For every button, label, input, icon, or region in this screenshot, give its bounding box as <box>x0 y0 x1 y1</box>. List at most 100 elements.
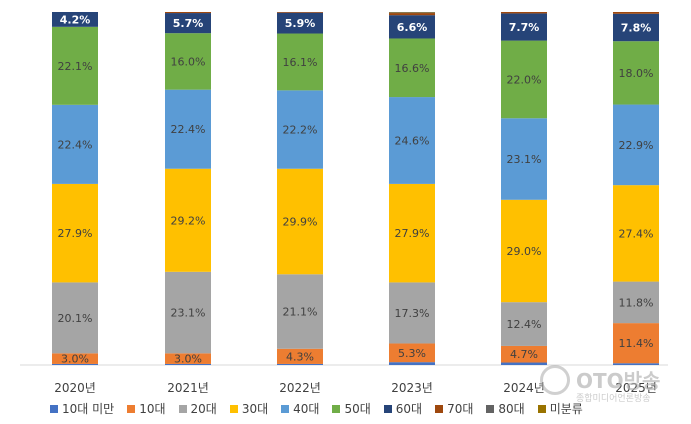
bar-segment <box>613 363 659 365</box>
legend-swatch <box>332 404 341 413</box>
data-label: 3.0% <box>174 353 202 366</box>
legend-label: 60대 <box>395 402 423 416</box>
legend-item: 10대 미만 <box>50 400 114 417</box>
data-label: 6.6% <box>397 21 428 34</box>
bar-segment <box>389 362 435 365</box>
bar-segment <box>52 104 98 184</box>
watermark-logo-text: OTO방송 <box>576 369 661 393</box>
bars-group: 3.0% 20.1% 27.9% 22.4% 22.1% 4.2% 3.0% 23.1% 29.… <box>52 12 659 366</box>
bar-segment <box>52 353 98 364</box>
data-label: 20.1% <box>58 312 93 325</box>
legend-swatch <box>281 404 290 413</box>
bar-segment <box>277 363 323 365</box>
legend-swatch <box>50 404 58 413</box>
bar-segment <box>613 12 659 14</box>
data-label: 27.4% <box>619 227 654 240</box>
bar-segment <box>52 183 98 283</box>
data-label: 27.9% <box>395 227 430 240</box>
legend-swatch <box>178 404 187 413</box>
legend-label: 50대 <box>344 402 371 416</box>
data-label: 23.1% <box>507 153 542 166</box>
data-label: 11.8% <box>619 296 654 309</box>
x-tick-label: 2021년 <box>167 381 209 395</box>
bar-segment <box>52 12 98 27</box>
x-tick-label: 2023년 <box>391 381 433 395</box>
legend-item: 80대 <box>486 400 525 417</box>
legend-label: 30대 <box>241 402 269 416</box>
legend-label: 미분류 <box>549 402 583 416</box>
legend-item: 50대 <box>332 400 371 417</box>
bar-segment <box>389 12 435 14</box>
data-label: 23.1% <box>171 307 206 320</box>
data-label: 7.8% <box>621 21 652 34</box>
data-label: 12.4% <box>507 318 542 331</box>
legend-label: 10대 <box>139 402 166 416</box>
logo-circle-icon <box>540 365 570 395</box>
bar-segment <box>277 12 323 13</box>
data-label: 16.0% <box>171 55 206 68</box>
data-label: 5.3% <box>398 347 426 360</box>
watermark-logo: OTO방송 종합미디어언론방송 <box>540 362 685 412</box>
legend-item: 70대 <box>435 400 473 417</box>
bar-segment <box>165 89 211 169</box>
legend-label: 40대 <box>293 402 320 416</box>
bar-segment <box>277 348 323 364</box>
bar-segment <box>389 282 435 344</box>
bar-segment <box>613 185 659 282</box>
bar-segment <box>389 97 435 184</box>
data-label: 3.0% <box>61 353 89 366</box>
x-tick-label: 2020년 <box>54 381 96 395</box>
bar-segment <box>613 104 659 186</box>
data-label: 22.1% <box>58 60 93 73</box>
bar-segment <box>501 40 547 119</box>
bar-segment <box>501 12 547 14</box>
bar-segment <box>52 363 98 365</box>
legend-item: 20대 <box>178 400 217 417</box>
legend-swatch <box>127 404 136 413</box>
legend: 10대 미만 10대 20대 30대 40대 50대 60대 70대 80대 미분류 <box>50 400 583 417</box>
data-label: 4.2% <box>60 13 91 26</box>
legend-label: 20대 <box>190 402 217 416</box>
data-label: 7.7% <box>509 21 540 34</box>
bar-segment <box>165 353 211 364</box>
legend-swatch <box>383 404 392 413</box>
bar-segment <box>52 282 98 354</box>
bar-segment <box>613 13 659 42</box>
data-label: 4.7% <box>510 348 538 361</box>
bar-segment <box>613 41 659 105</box>
legend-swatch <box>537 404 546 413</box>
data-label: 29.9% <box>283 216 318 229</box>
x-tick-label: 2024년 <box>503 381 545 395</box>
legend-swatch <box>435 404 444 413</box>
data-label: 16.1% <box>283 56 318 69</box>
data-label: 22.2% <box>283 124 318 137</box>
legend-label: 70대 <box>447 402 474 416</box>
bar-segment <box>501 118 547 200</box>
bar-segment <box>501 302 547 346</box>
data-label: 29.2% <box>171 214 206 227</box>
bar-segment <box>501 13 547 41</box>
bar-segment <box>277 90 323 169</box>
bar-segment <box>165 12 211 14</box>
bar-segment <box>277 12 323 34</box>
bar-segment <box>277 168 323 275</box>
data-label: 24.6% <box>395 134 430 147</box>
legend-item: 30대 <box>229 400 269 417</box>
bar-segment <box>277 274 323 349</box>
data-label: 18.0% <box>619 67 654 80</box>
bar-segment <box>613 323 659 364</box>
data-label: 5.9% <box>285 17 316 30</box>
bar-segment <box>165 271 211 354</box>
bar-segment <box>389 15 435 39</box>
bar-segment <box>501 199 547 303</box>
data-label: 16.6% <box>395 62 430 75</box>
bar-segment <box>277 33 323 91</box>
legend-label: 80대 <box>498 402 525 416</box>
legend-item: 미분류 <box>537 400 583 417</box>
legend-item: 60대 <box>383 400 423 417</box>
legend-item: 10대 <box>127 400 166 417</box>
data-label: 22.0% <box>507 73 542 86</box>
data-label: 17.3% <box>395 307 430 320</box>
data-label: 27.9% <box>58 227 93 240</box>
legend-item: 40대 <box>281 400 319 417</box>
